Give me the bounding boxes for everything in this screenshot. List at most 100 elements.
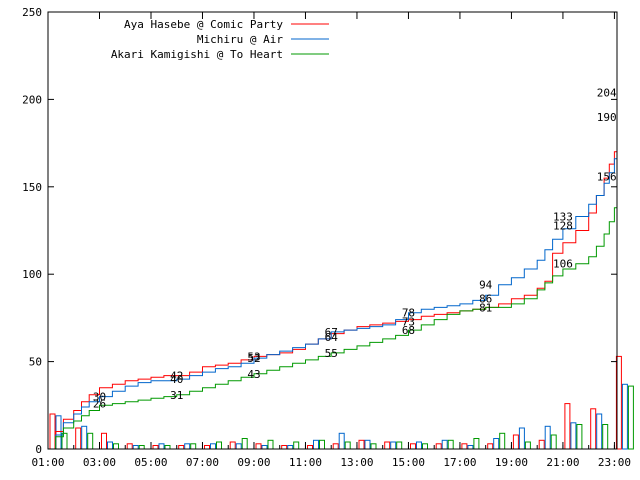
bar <box>615 355 622 450</box>
plot-frame <box>47 11 618 450</box>
bar <box>101 432 107 450</box>
bar <box>132 445 139 450</box>
data-label: 42 <box>170 370 183 383</box>
data-label: 68 <box>402 324 415 337</box>
y-tick-label: 50 <box>29 356 42 369</box>
x-tick-label: 21:00 <box>546 456 579 469</box>
bar <box>422 443 428 450</box>
bar <box>473 438 480 450</box>
bar <box>178 445 185 450</box>
data-label: 64 <box>325 331 339 344</box>
bar <box>602 424 609 450</box>
legend-label: Michiru @ Air <box>197 33 283 46</box>
bar <box>87 432 94 450</box>
bar <box>267 439 274 450</box>
y-tick-label: 250 <box>22 6 42 19</box>
bar <box>364 439 371 450</box>
x-tick-label: 09:00 <box>237 456 270 469</box>
bar <box>461 443 468 450</box>
bar <box>184 443 191 450</box>
bar <box>332 443 339 450</box>
bar <box>570 422 577 450</box>
series-line <box>48 116 618 450</box>
bar <box>576 424 583 450</box>
bar <box>627 385 634 450</box>
bar <box>113 443 119 450</box>
bar <box>152 445 159 450</box>
bar <box>81 425 88 450</box>
bar <box>164 445 171 450</box>
bar <box>190 443 197 450</box>
series-line <box>48 176 618 450</box>
hourly-bars <box>49 355 634 450</box>
bar <box>493 438 500 450</box>
bar <box>518 427 525 450</box>
y-tick-label: 0 <box>35 443 42 456</box>
bar <box>590 408 597 450</box>
bar <box>75 427 82 450</box>
bar <box>564 403 571 450</box>
data-label: 133 <box>553 211 573 224</box>
x-tick-label: 11:00 <box>289 456 322 469</box>
data-label: 53 <box>247 350 260 363</box>
legend-label: Akari Kamigishi @ To Heart <box>111 48 283 61</box>
data-label: 43 <box>247 368 260 381</box>
bar <box>467 445 474 450</box>
bar <box>410 443 416 450</box>
bar <box>441 439 448 450</box>
bar <box>370 443 377 450</box>
x-tick-label: 15:00 <box>392 456 425 469</box>
data-label: 55 <box>325 347 338 360</box>
y-tick-label: 150 <box>22 181 42 194</box>
bar <box>293 441 300 450</box>
x-tick-label: 19:00 <box>495 456 528 469</box>
data-label: 26 <box>93 398 106 411</box>
x-tick-label: 23:00 <box>598 456 631 469</box>
legend-label: Aya Hasebe @ Comic Party <box>124 18 283 31</box>
data-label: 190 <box>597 111 617 124</box>
bar <box>338 432 345 450</box>
data-label: 67 <box>325 326 338 339</box>
bar <box>49 413 56 450</box>
data-label: 73 <box>402 315 415 328</box>
legend: Aya Hasebe @ Comic Party Michiru @ Air Aka… <box>111 18 329 61</box>
bar <box>596 413 603 450</box>
data-label: 156 <box>597 170 617 183</box>
bar <box>344 441 351 450</box>
x-tick-label: 01:00 <box>31 456 64 469</box>
bar <box>255 443 262 450</box>
data-label: 31 <box>170 389 183 402</box>
plot-border <box>47 11 618 450</box>
y-tick-label: 100 <box>22 268 42 281</box>
bar <box>358 439 365 450</box>
bar <box>390 441 397 450</box>
data-label: 78 <box>402 307 415 320</box>
bar <box>307 445 313 450</box>
bar <box>512 434 519 450</box>
bar <box>241 438 248 450</box>
bar <box>487 443 494 450</box>
bar <box>261 445 268 450</box>
bar <box>621 383 628 450</box>
data-label: 30 <box>93 391 106 404</box>
x-tick-label: 05:00 <box>134 456 167 469</box>
bar <box>384 441 391 450</box>
bar <box>313 439 319 450</box>
bar <box>55 415 62 450</box>
bar <box>235 443 242 450</box>
series-line <box>48 92 618 450</box>
x-tick-label: 13:00 <box>340 456 373 469</box>
data-label: 106 <box>553 258 573 271</box>
bar <box>550 434 557 450</box>
bar <box>396 441 403 450</box>
data-label: 204 <box>597 86 617 99</box>
bar <box>524 441 531 450</box>
data-label: 86 <box>479 293 492 306</box>
data-label: 52 <box>247 352 260 365</box>
data-label: 94 <box>479 279 493 292</box>
data-label: 81 <box>479 301 492 314</box>
bar <box>210 443 216 450</box>
bar <box>61 432 68 450</box>
